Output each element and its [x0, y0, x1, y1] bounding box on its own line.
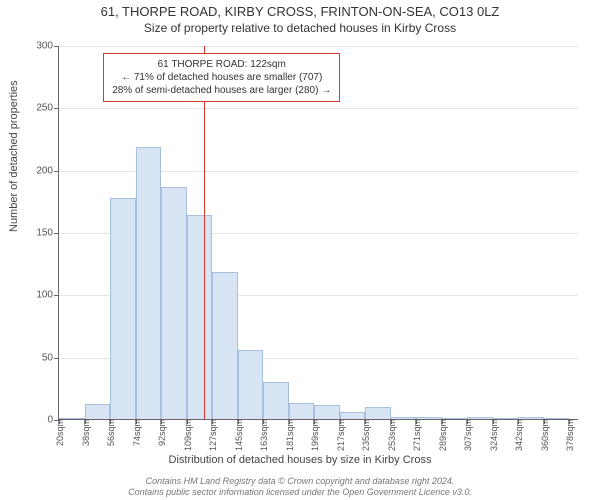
- gridline: [59, 108, 578, 109]
- annotation-line3: 28% of semi-detached houses are larger (…: [112, 84, 331, 97]
- histogram-bar: [314, 405, 340, 419]
- histogram-bar: [238, 350, 264, 419]
- histogram-bar: [85, 404, 111, 419]
- histogram-bar: [161, 187, 187, 419]
- xtick-label: 235sqm: [361, 419, 371, 451]
- ytick-mark: [54, 171, 59, 172]
- histogram-bar: [263, 382, 289, 419]
- xtick-label: 56sqm: [106, 419, 116, 446]
- xtick-label: 127sqm: [208, 419, 218, 451]
- xtick-label: 360sqm: [540, 419, 550, 451]
- histogram-bar: [187, 215, 213, 419]
- title-main: 61, THORPE ROAD, KIRBY CROSS, FRINTON-ON…: [0, 0, 600, 19]
- y-axis-label: Number of detached properties: [8, 80, 20, 232]
- xtick-label: 38sqm: [81, 419, 91, 446]
- footer-attribution: Contains HM Land Registry data © Crown c…: [0, 476, 600, 498]
- histogram-bar: [340, 412, 366, 419]
- ytick-mark: [54, 108, 59, 109]
- chart-area: 05010015020025030020sqm38sqm56sqm74sqm92…: [58, 46, 578, 420]
- annotation-line1: 61 THORPE ROAD: 122sqm: [112, 58, 331, 71]
- xtick-label: 109sqm: [183, 419, 193, 451]
- annotation-line2: ← 71% of detached houses are smaller (70…: [112, 71, 331, 84]
- annotation-box: 61 THORPE ROAD: 122sqm← 71% of detached …: [103, 53, 340, 102]
- xtick-label: 253sqm: [387, 419, 397, 451]
- xtick-label: 289sqm: [438, 419, 448, 451]
- ytick-mark: [54, 46, 59, 47]
- x-axis-label: Distribution of detached houses by size …: [0, 454, 600, 466]
- footer-line1: Contains HM Land Registry data © Crown c…: [0, 476, 600, 487]
- histogram-bar: [136, 147, 162, 419]
- title-sub: Size of property relative to detached ho…: [0, 19, 600, 35]
- xtick-label: 378sqm: [565, 419, 575, 451]
- xtick-label: 92sqm: [157, 419, 167, 446]
- xtick-label: 342sqm: [514, 419, 524, 451]
- xtick-label: 324sqm: [489, 419, 499, 451]
- histogram-bar: [110, 198, 136, 419]
- xtick-label: 163sqm: [259, 419, 269, 451]
- xtick-label: 181sqm: [285, 419, 295, 451]
- xtick-label: 217sqm: [336, 419, 346, 451]
- plot-region: 05010015020025030020sqm38sqm56sqm74sqm92…: [58, 46, 578, 420]
- xtick-label: 199sqm: [310, 419, 320, 451]
- ytick-mark: [54, 295, 59, 296]
- histogram-bar: [289, 403, 315, 419]
- gridline: [59, 46, 578, 47]
- xtick-label: 271sqm: [412, 419, 422, 451]
- histogram-bar: [365, 407, 391, 419]
- ytick-mark: [54, 358, 59, 359]
- xtick-label: 20sqm: [55, 419, 65, 446]
- xtick-label: 145sqm: [234, 419, 244, 451]
- xtick-label: 307sqm: [463, 419, 473, 451]
- histogram-bar: [212, 272, 238, 419]
- xtick-label: 74sqm: [132, 419, 142, 446]
- ytick-mark: [54, 233, 59, 234]
- footer-line2: Contains public sector information licen…: [0, 487, 600, 498]
